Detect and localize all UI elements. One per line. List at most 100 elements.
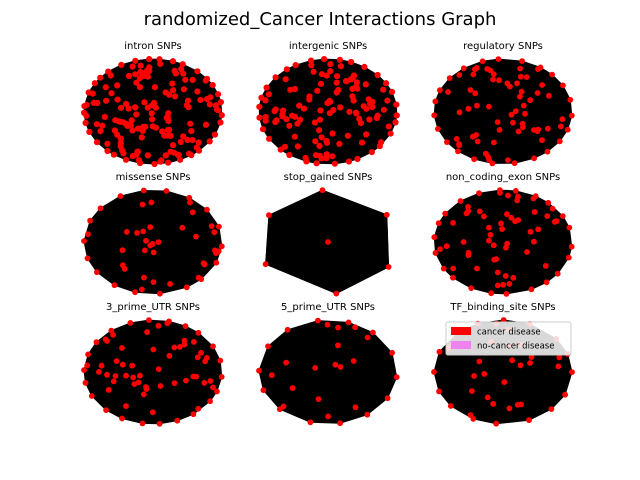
node-cancer [316, 152, 323, 159]
edge [100, 208, 151, 246]
node-cancer [317, 107, 324, 114]
edge [473, 375, 518, 406]
node-cancer [282, 76, 289, 83]
edge [507, 95, 550, 161]
node-cancer [259, 126, 267, 133]
legend-label: no-cancer disease [477, 342, 554, 352]
node-cancer [214, 388, 220, 395]
edge [318, 397, 388, 400]
node-cancer [467, 87, 474, 93]
edge [509, 408, 530, 421]
edge [327, 241, 337, 294]
edge [193, 341, 208, 359]
edge [186, 253, 217, 288]
edge [154, 87, 171, 152]
edge [513, 215, 548, 278]
node-cancer [93, 339, 100, 346]
node-cancer [218, 374, 225, 380]
edge [195, 209, 208, 237]
node-cancer [312, 365, 319, 371]
node-cancer [81, 238, 87, 244]
edge [286, 69, 389, 127]
edge [158, 368, 205, 384]
node-cancer [286, 122, 293, 129]
node-cancer [287, 86, 294, 93]
edge [124, 202, 152, 270]
edge [498, 68, 521, 81]
edge [268, 138, 290, 156]
node-cancer [97, 74, 104, 81]
node-cancer [364, 334, 371, 341]
node-cancer [306, 93, 313, 100]
edge [497, 208, 553, 273]
node-cancer [436, 348, 443, 355]
node-cancer [179, 224, 186, 231]
node-cancer [493, 256, 500, 263]
node-cancer [469, 388, 475, 394]
edge [287, 324, 328, 331]
node-cancer [189, 76, 196, 83]
node-cancer [544, 213, 551, 220]
edge [132, 365, 222, 378]
edge [386, 214, 389, 267]
node-cancer [450, 265, 457, 272]
edge [526, 251, 547, 283]
node-cancer [346, 108, 353, 115]
node-cancer [363, 131, 370, 138]
edge [146, 349, 154, 390]
node-cancer [435, 125, 441, 132]
edge [468, 227, 570, 256]
node-cancer [531, 209, 538, 215]
edge [507, 76, 522, 161]
edge [167, 323, 214, 388]
edge [459, 129, 539, 146]
node-cancer [393, 374, 400, 380]
node-cancer [94, 99, 101, 107]
node-cancer [528, 354, 535, 360]
node-cancer [567, 96, 574, 103]
nodes [81, 187, 225, 297]
edges [265, 189, 389, 294]
node-cancer [133, 151, 140, 158]
edge [263, 329, 288, 391]
edge [121, 346, 214, 349]
node-cancer [435, 220, 442, 227]
edge [286, 360, 354, 363]
edge [327, 324, 339, 346]
edge [282, 91, 393, 117]
node-cancer [182, 323, 189, 329]
edge [522, 123, 548, 152]
node-cancer [144, 73, 151, 80]
edge [439, 351, 552, 410]
node-cancer [129, 127, 136, 134]
edge [87, 234, 98, 273]
edge [144, 79, 193, 103]
node-cancer [488, 290, 495, 297]
node-cancer [476, 358, 483, 365]
edge [166, 190, 212, 227]
node-cancer [445, 89, 451, 95]
node-cancer [132, 104, 139, 111]
node-cancer [527, 228, 534, 235]
edge [136, 101, 222, 155]
node-cancer [170, 87, 177, 94]
edges [433, 319, 573, 424]
node-cancer [431, 112, 438, 119]
node-cancer [318, 134, 325, 141]
edge [85, 382, 109, 391]
node-cancer [263, 84, 270, 91]
edge [259, 100, 330, 108]
edge [265, 214, 387, 265]
edge [546, 208, 553, 283]
node-cancer [384, 97, 391, 104]
edge [268, 215, 337, 294]
edge [154, 117, 168, 165]
node-cancer [83, 101, 90, 108]
node-cancer [101, 113, 108, 120]
node-cancer [207, 94, 214, 101]
node-cancer [450, 220, 456, 226]
edge [533, 129, 539, 159]
node-cancer [497, 189, 503, 196]
node-cancer [163, 188, 170, 194]
edge [271, 367, 316, 376]
